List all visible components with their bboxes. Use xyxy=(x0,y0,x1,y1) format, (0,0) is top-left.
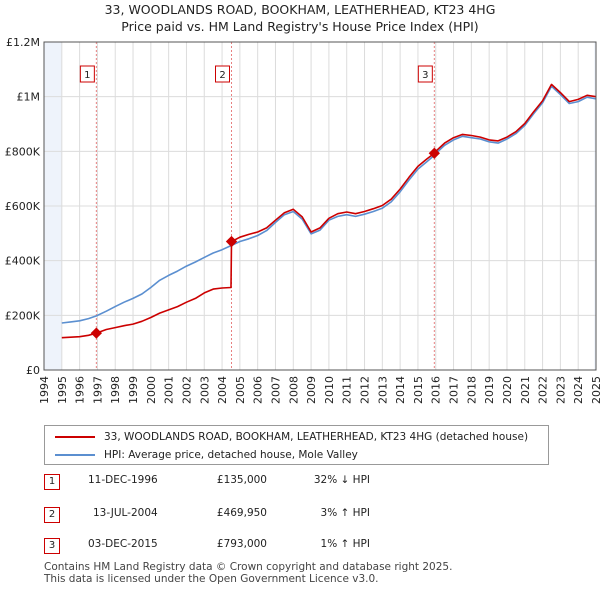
sale-number-badge: 3 xyxy=(44,538,60,554)
x-tick-label: 2000 xyxy=(145,376,158,404)
x-tick-label: 2005 xyxy=(234,376,247,404)
sale-price: £135,000 xyxy=(216,474,267,486)
x-tick-label: 2023 xyxy=(554,376,567,404)
sale-point xyxy=(428,147,440,159)
x-tick-label: 2022 xyxy=(537,376,550,404)
x-tick-label: 1995 xyxy=(56,376,69,404)
sale-number-badge: 1 xyxy=(44,474,60,490)
y-tick-label: £400K xyxy=(5,255,41,268)
y-tick-label: £0 xyxy=(26,364,40,377)
sale-number-badge: 2 xyxy=(44,507,60,523)
legend-swatch-hpi xyxy=(55,454,95,456)
sale-price: £469,950 xyxy=(216,507,267,519)
x-tick-label: 2024 xyxy=(572,376,585,404)
y-tick-label: £800K xyxy=(5,145,41,158)
x-tick-label: 1999 xyxy=(127,376,140,404)
x-tick-label: 1994 xyxy=(38,376,51,404)
sale-hpi-diff: 32% ↓ HPI xyxy=(313,474,370,486)
sale-date: 03-DEC-2015 xyxy=(88,538,158,550)
sale-date: 11-DEC-1996 xyxy=(88,474,158,486)
x-tick-label: 2009 xyxy=(305,376,318,404)
legend-label-hpi: HPI: Average price, detached house, Mole… xyxy=(104,449,358,461)
footer-copyright: Contains HM Land Registry data © Crown c… xyxy=(44,561,453,573)
sale-number-label: 3 xyxy=(422,70,428,81)
x-tick-label: 2015 xyxy=(412,376,425,404)
x-tick-label: 2013 xyxy=(376,376,389,404)
x-tick-label: 1996 xyxy=(74,376,87,404)
x-tick-label: 2004 xyxy=(216,376,229,404)
sale-number-box xyxy=(215,65,231,83)
x-tick-label: 2019 xyxy=(483,376,496,404)
x-tick-label: 2003 xyxy=(198,376,211,404)
x-tick-label: 2016 xyxy=(430,376,443,404)
y-tick-label: £600K xyxy=(5,200,41,213)
x-tick-label: 2025 xyxy=(590,376,600,404)
legend-item-hpi: HPI: Average price, detached house, Mole… xyxy=(55,446,358,464)
sale-hpi-diff: 3% ↑ HPI xyxy=(320,507,370,519)
y-tick-label: £200K xyxy=(5,309,41,322)
hpi-line xyxy=(61,85,597,324)
x-tick-label: 2007 xyxy=(269,376,282,404)
x-tick-label: 2001 xyxy=(163,376,176,404)
legend-label-property: 33, WOODLANDS ROAD, BOOKHAM, LEATHERHEAD… xyxy=(104,431,529,443)
x-tick-label: 2006 xyxy=(252,376,265,404)
sale-date: 13-JUL-2004 xyxy=(93,507,158,519)
sale-price: £793,000 xyxy=(216,538,267,550)
table-row: 2 13-JUL-2004 £469,950 3% ↑ HPI xyxy=(0,505,600,525)
x-tick-label: 2021 xyxy=(519,376,532,404)
y-tick-label: £1.2M xyxy=(6,36,40,49)
sale-number-label: 1 xyxy=(84,70,90,81)
footer-licence: This data is licensed under the Open Gov… xyxy=(44,573,379,585)
y-tick-label: £1M xyxy=(17,91,41,104)
x-tick-label: 2017 xyxy=(448,376,461,404)
x-tick-label: 2011 xyxy=(341,376,354,404)
legend-swatch-property xyxy=(55,436,95,438)
sale-number-box xyxy=(417,65,433,83)
x-tick-label: 2002 xyxy=(180,376,193,404)
x-tick-label: 1998 xyxy=(109,376,122,404)
property-price-line xyxy=(61,83,597,339)
sale-number-label: 2 xyxy=(219,70,225,81)
table-row: 3 03-DEC-2015 £793,000 1% ↑ HPI xyxy=(0,536,600,556)
table-row: 1 11-DEC-1996 £135,000 32% ↓ HPI xyxy=(0,472,600,492)
price-chart: £0 £200K £400K £600K £800K £1M £1.2M 1994 1995 19… xyxy=(5,36,600,404)
x-tick-label: 2012 xyxy=(359,376,372,404)
sale-point xyxy=(225,235,238,248)
x-tick-label: 2020 xyxy=(501,376,514,404)
sale-hpi-diff: 1% ↑ HPI xyxy=(320,538,370,550)
chart-subtitle: Price paid vs. HM Land Registry's House … xyxy=(121,19,479,34)
x-tick-label: 2018 xyxy=(465,376,478,404)
x-tick-label: 2008 xyxy=(287,376,300,404)
x-tick-label: 2010 xyxy=(323,376,336,404)
plot-border xyxy=(43,41,597,371)
legend: 33, WOODLANDS ROAD, BOOKHAM, LEATHERHEAD… xyxy=(44,425,549,465)
legend-item-property: 33, WOODLANDS ROAD, BOOKHAM, LEATHERHEAD… xyxy=(55,428,528,446)
sale-number-box xyxy=(79,65,95,83)
x-tick-label: 1997 xyxy=(91,376,104,404)
x-tick-label: 2014 xyxy=(394,376,407,404)
chart-title: 33, WOODLANDS ROAD, BOOKHAM, LEATHERHEAD… xyxy=(104,2,496,17)
